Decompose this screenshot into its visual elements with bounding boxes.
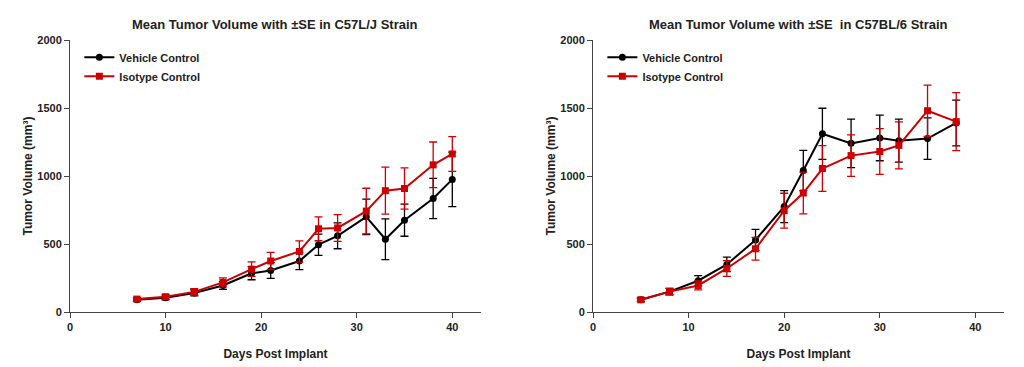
svg-text:500: 500	[43, 238, 61, 250]
svg-text:30: 30	[874, 321, 886, 333]
svg-text:Vehicle Control: Vehicle Control	[642, 52, 722, 64]
svg-text:Days Post Implant: Days Post Implant	[747, 347, 851, 361]
svg-text:500: 500	[566, 238, 584, 250]
svg-text:10: 10	[159, 321, 171, 333]
svg-text:1500: 1500	[37, 102, 61, 114]
svg-text:Vehicle Control: Vehicle Control	[119, 52, 199, 64]
svg-text:0: 0	[590, 321, 596, 333]
svg-text:20: 20	[255, 321, 267, 333]
svg-text:1000: 1000	[560, 170, 584, 182]
svg-text:Mean Tumor Volume with ±SE in: Mean Tumor Volume with ±SE in C57L/J Str…	[132, 17, 418, 32]
svg-text:Days Post Implant: Days Post Implant	[223, 347, 327, 361]
svg-text:Tumor Volume (mm³): Tumor Volume (mm³)	[544, 117, 558, 236]
svg-text:Mean Tumor Volume with ±SE in: Mean Tumor Volume with ±SE in C57BL/6 St…	[649, 17, 948, 32]
svg-text:Tumor Volume (mm³): Tumor Volume (mm³)	[21, 117, 35, 236]
svg-text:Isotype Control: Isotype Control	[119, 71, 200, 83]
svg-text:1500: 1500	[560, 102, 584, 114]
svg-text:2000: 2000	[560, 34, 584, 46]
svg-text:0: 0	[579, 306, 585, 318]
svg-text:20: 20	[778, 321, 790, 333]
svg-text:10: 10	[682, 321, 694, 333]
svg-text:40: 40	[446, 321, 458, 333]
svg-text:Isotype Control: Isotype Control	[642, 71, 723, 83]
svg-text:30: 30	[351, 321, 363, 333]
svg-text:2000: 2000	[37, 34, 61, 46]
svg-text:1000: 1000	[37, 170, 61, 182]
svg-text:0: 0	[56, 306, 62, 318]
svg-text:0: 0	[67, 321, 73, 333]
svg-text:40: 40	[969, 321, 981, 333]
